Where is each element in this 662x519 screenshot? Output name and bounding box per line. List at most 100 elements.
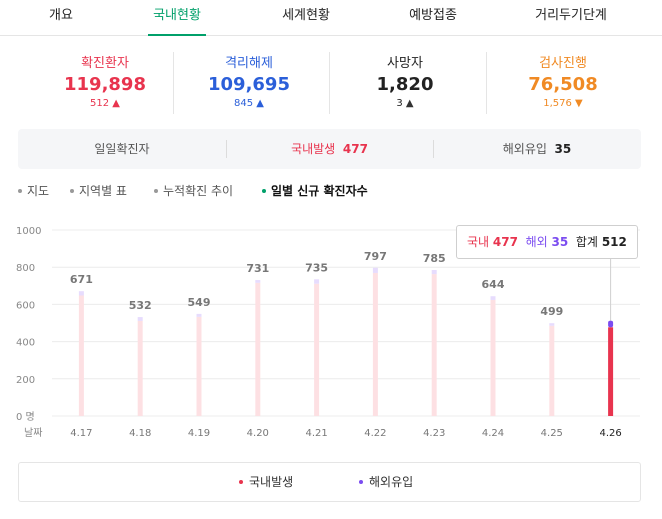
legend-dot-icon <box>239 479 243 484</box>
stat-delta-value: 1,576 <box>543 98 572 109</box>
bar-domestic <box>431 274 437 416</box>
delta-arrow-icon: ▲ <box>253 98 264 109</box>
tab-domestic-status[interactable]: 국내현황 <box>148 0 206 36</box>
option-label: 지도 <box>27 184 50 198</box>
bar-total-label: 644 <box>482 278 505 291</box>
tab-vaccination[interactable]: 예방접종 <box>409 8 457 23</box>
tooltip-overseas-value: 35 <box>551 235 569 249</box>
x-axis-label: 날짜 <box>24 427 42 439</box>
bar-total-label: 797 <box>364 250 387 263</box>
stat-released: 격리해제 109,695 845 ▲ <box>174 44 324 120</box>
bar-total-label: 731 <box>246 262 269 275</box>
bullet-icon <box>70 188 74 193</box>
bar-domestic <box>255 282 261 416</box>
bar-total-label: 671 <box>70 273 93 286</box>
stat-delta-value: 845 <box>234 98 254 109</box>
option-label: 지역별 표 <box>79 184 127 198</box>
bullet-icon <box>154 188 158 193</box>
overseas-breakdown: 해외유입 35 <box>433 129 641 169</box>
delta-arrow-icon: ▼ <box>571 98 583 109</box>
x-tick-label: 4.26 <box>599 428 621 439</box>
y-tick-label: 0 명 <box>16 411 35 423</box>
stat-value: 76,508 <box>528 74 598 95</box>
divider <box>329 52 330 114</box>
tab-overview[interactable]: 개요 <box>49 8 73 23</box>
bar-domestic <box>372 272 378 416</box>
option-label: 일별 신규 확진자수 <box>271 184 368 198</box>
bar-total-label: 549 <box>188 296 211 309</box>
bar-overseas <box>314 279 320 284</box>
stat-label: 확진환자 <box>81 56 129 71</box>
divider <box>486 52 487 114</box>
x-tick-label: 4.19 <box>188 428 210 439</box>
delta-arrow-icon: ▲ <box>109 98 120 109</box>
x-tick-label: 4.21 <box>305 428 327 439</box>
x-tick-label: 4.25 <box>541 428 563 439</box>
bar-overseas <box>490 296 496 300</box>
bar-total-label: 532 <box>129 299 152 312</box>
stat-delta: 512 ▲ <box>30 98 180 109</box>
tab-distancing-level[interactable]: 거리두기단계 <box>535 8 607 23</box>
legend-item-domestic[interactable]: 국내발생 <box>239 463 293 501</box>
option-region-table[interactable]: 지역별 표 <box>70 182 127 199</box>
bar-domestic <box>78 295 84 416</box>
overseas-value: 35 <box>554 142 572 156</box>
bullet-icon <box>262 188 266 193</box>
bar-total-label: 735 <box>305 261 328 274</box>
y-tick-label: 400 <box>16 338 35 349</box>
x-tick-label: 4.18 <box>129 428 151 439</box>
legend-dot-icon <box>359 479 363 484</box>
chart-legend: 국내발생 해외유입 <box>18 462 641 502</box>
y-tick-label: 1000 <box>16 226 41 237</box>
bar-total-label: 499 <box>540 305 563 318</box>
x-tick-label: 4.24 <box>482 428 504 439</box>
divider <box>433 140 434 158</box>
stat-value: 119,898 <box>64 74 146 95</box>
bar-domestic <box>490 299 496 416</box>
bar-overseas <box>137 317 143 321</box>
option-map[interactable]: 지도 <box>18 182 49 199</box>
daily-confirmed-label: 일일확진자 <box>94 142 150 156</box>
option-label: 누적확진 추이 <box>163 184 234 198</box>
bar-total-label: 785 <box>423 252 446 265</box>
divider <box>226 140 227 158</box>
tooltip-domestic-label: 국내 <box>467 235 490 249</box>
bar-domestic <box>196 316 202 416</box>
option-cumulative-trend[interactable]: 누적확진 추이 <box>154 182 233 199</box>
daily-breakdown-bar: 일일확진자 국내발생 477 해외유입 35 <box>18 129 641 169</box>
bar-overseas <box>78 291 84 296</box>
domestic-value: 477 <box>342 142 368 156</box>
bullet-icon <box>18 188 22 193</box>
daily-new-cases-chart: 0 명 200 400 600 800 1000 날짜 671 4.17 532 4.18 549 4.… <box>16 226 640 439</box>
bar-overseas <box>549 323 555 326</box>
x-tick-label: 4.22 <box>364 428 386 439</box>
bar-overseas <box>255 280 261 283</box>
stat-delta: 1,576 ▼ <box>488 98 638 109</box>
legend-label: 국내발생 <box>249 475 294 489</box>
chart-tooltip: 국내 477 해외 35 합계 512 <box>456 225 638 259</box>
y-tick-label: 600 <box>16 300 35 311</box>
stat-confirmed: 확진환자 119,898 512 ▲ <box>30 44 180 120</box>
x-tick-label: 4.17 <box>70 428 92 439</box>
stat-value: 1,820 <box>376 74 434 95</box>
stat-label: 검사진행 <box>539 56 587 71</box>
x-tick-label: 4.23 <box>423 428 445 439</box>
legend-label: 해외유입 <box>369 475 414 489</box>
tab-world-status[interactable]: 세계현황 <box>282 8 330 23</box>
stat-delta-value: 512 <box>90 98 110 109</box>
divider <box>173 52 174 114</box>
bar-overseas <box>608 320 614 328</box>
domestic-label: 국내발생 <box>291 142 336 156</box>
bar-domestic <box>549 325 555 416</box>
tooltip-total-label: 합계 <box>575 235 598 249</box>
bar-overseas <box>431 269 437 275</box>
bar-overseas <box>372 267 378 273</box>
option-daily-new-cases[interactable]: 일별 신규 확진자수 <box>262 182 368 199</box>
y-tick-label: 200 <box>16 375 35 386</box>
bar-domestic <box>314 283 320 416</box>
tooltip-overseas-label: 해외 <box>525 235 548 249</box>
legend-item-overseas[interactable]: 해외유입 <box>359 463 413 501</box>
stat-delta-value: 3 <box>396 98 403 109</box>
stat-testing: 검사진행 76,508 1,576 ▼ <box>488 44 638 120</box>
summary-stats: 확진환자 119,898 512 ▲ 격리해제 109,695 845 ▲ 사망… <box>0 44 662 124</box>
